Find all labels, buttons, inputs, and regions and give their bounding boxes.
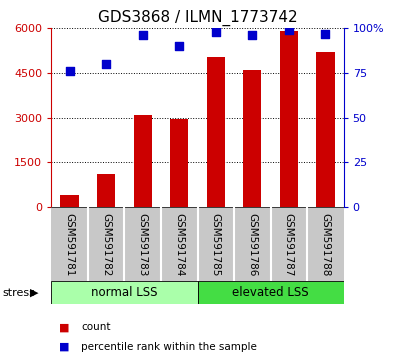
Text: GSM591785: GSM591785 (211, 213, 221, 276)
Text: GSM591781: GSM591781 (65, 213, 75, 276)
Point (322, 31, 329, 36)
Point (103, 61, 109, 67)
Text: GSM591788: GSM591788 (320, 213, 330, 276)
Point (176, 44, 182, 49)
Bar (280, 31, 298, 207)
Bar (51, 281, 198, 304)
Text: count: count (81, 322, 111, 332)
Text: GSM591784: GSM591784 (174, 213, 184, 276)
Text: GSM591782: GSM591782 (101, 213, 111, 276)
Text: GSM591783: GSM591783 (138, 213, 148, 276)
Point (139, 33, 146, 38)
Text: GSM591787: GSM591787 (284, 213, 294, 276)
Bar (207, 57, 225, 207)
Bar (243, 70, 261, 207)
Bar (198, 281, 344, 304)
Text: normal LSS: normal LSS (91, 286, 158, 299)
Text: ▶: ▶ (30, 288, 38, 298)
Text: ■: ■ (59, 342, 70, 352)
Text: GSM591786: GSM591786 (247, 213, 257, 276)
Point (66, 68, 73, 74)
Bar (134, 115, 152, 207)
Text: elevated LSS: elevated LSS (232, 286, 309, 299)
Text: percentile rank within the sample: percentile rank within the sample (81, 342, 257, 352)
Bar (97, 174, 115, 207)
Title: GDS3868 / ILMN_1773742: GDS3868 / ILMN_1773742 (98, 9, 297, 25)
Bar (60, 195, 79, 207)
Text: stress: stress (2, 288, 35, 298)
Bar (316, 52, 335, 207)
Text: ■: ■ (59, 322, 70, 332)
Point (213, 29, 219, 35)
Bar (170, 119, 188, 207)
Point (286, 27, 292, 33)
Point (249, 33, 256, 38)
